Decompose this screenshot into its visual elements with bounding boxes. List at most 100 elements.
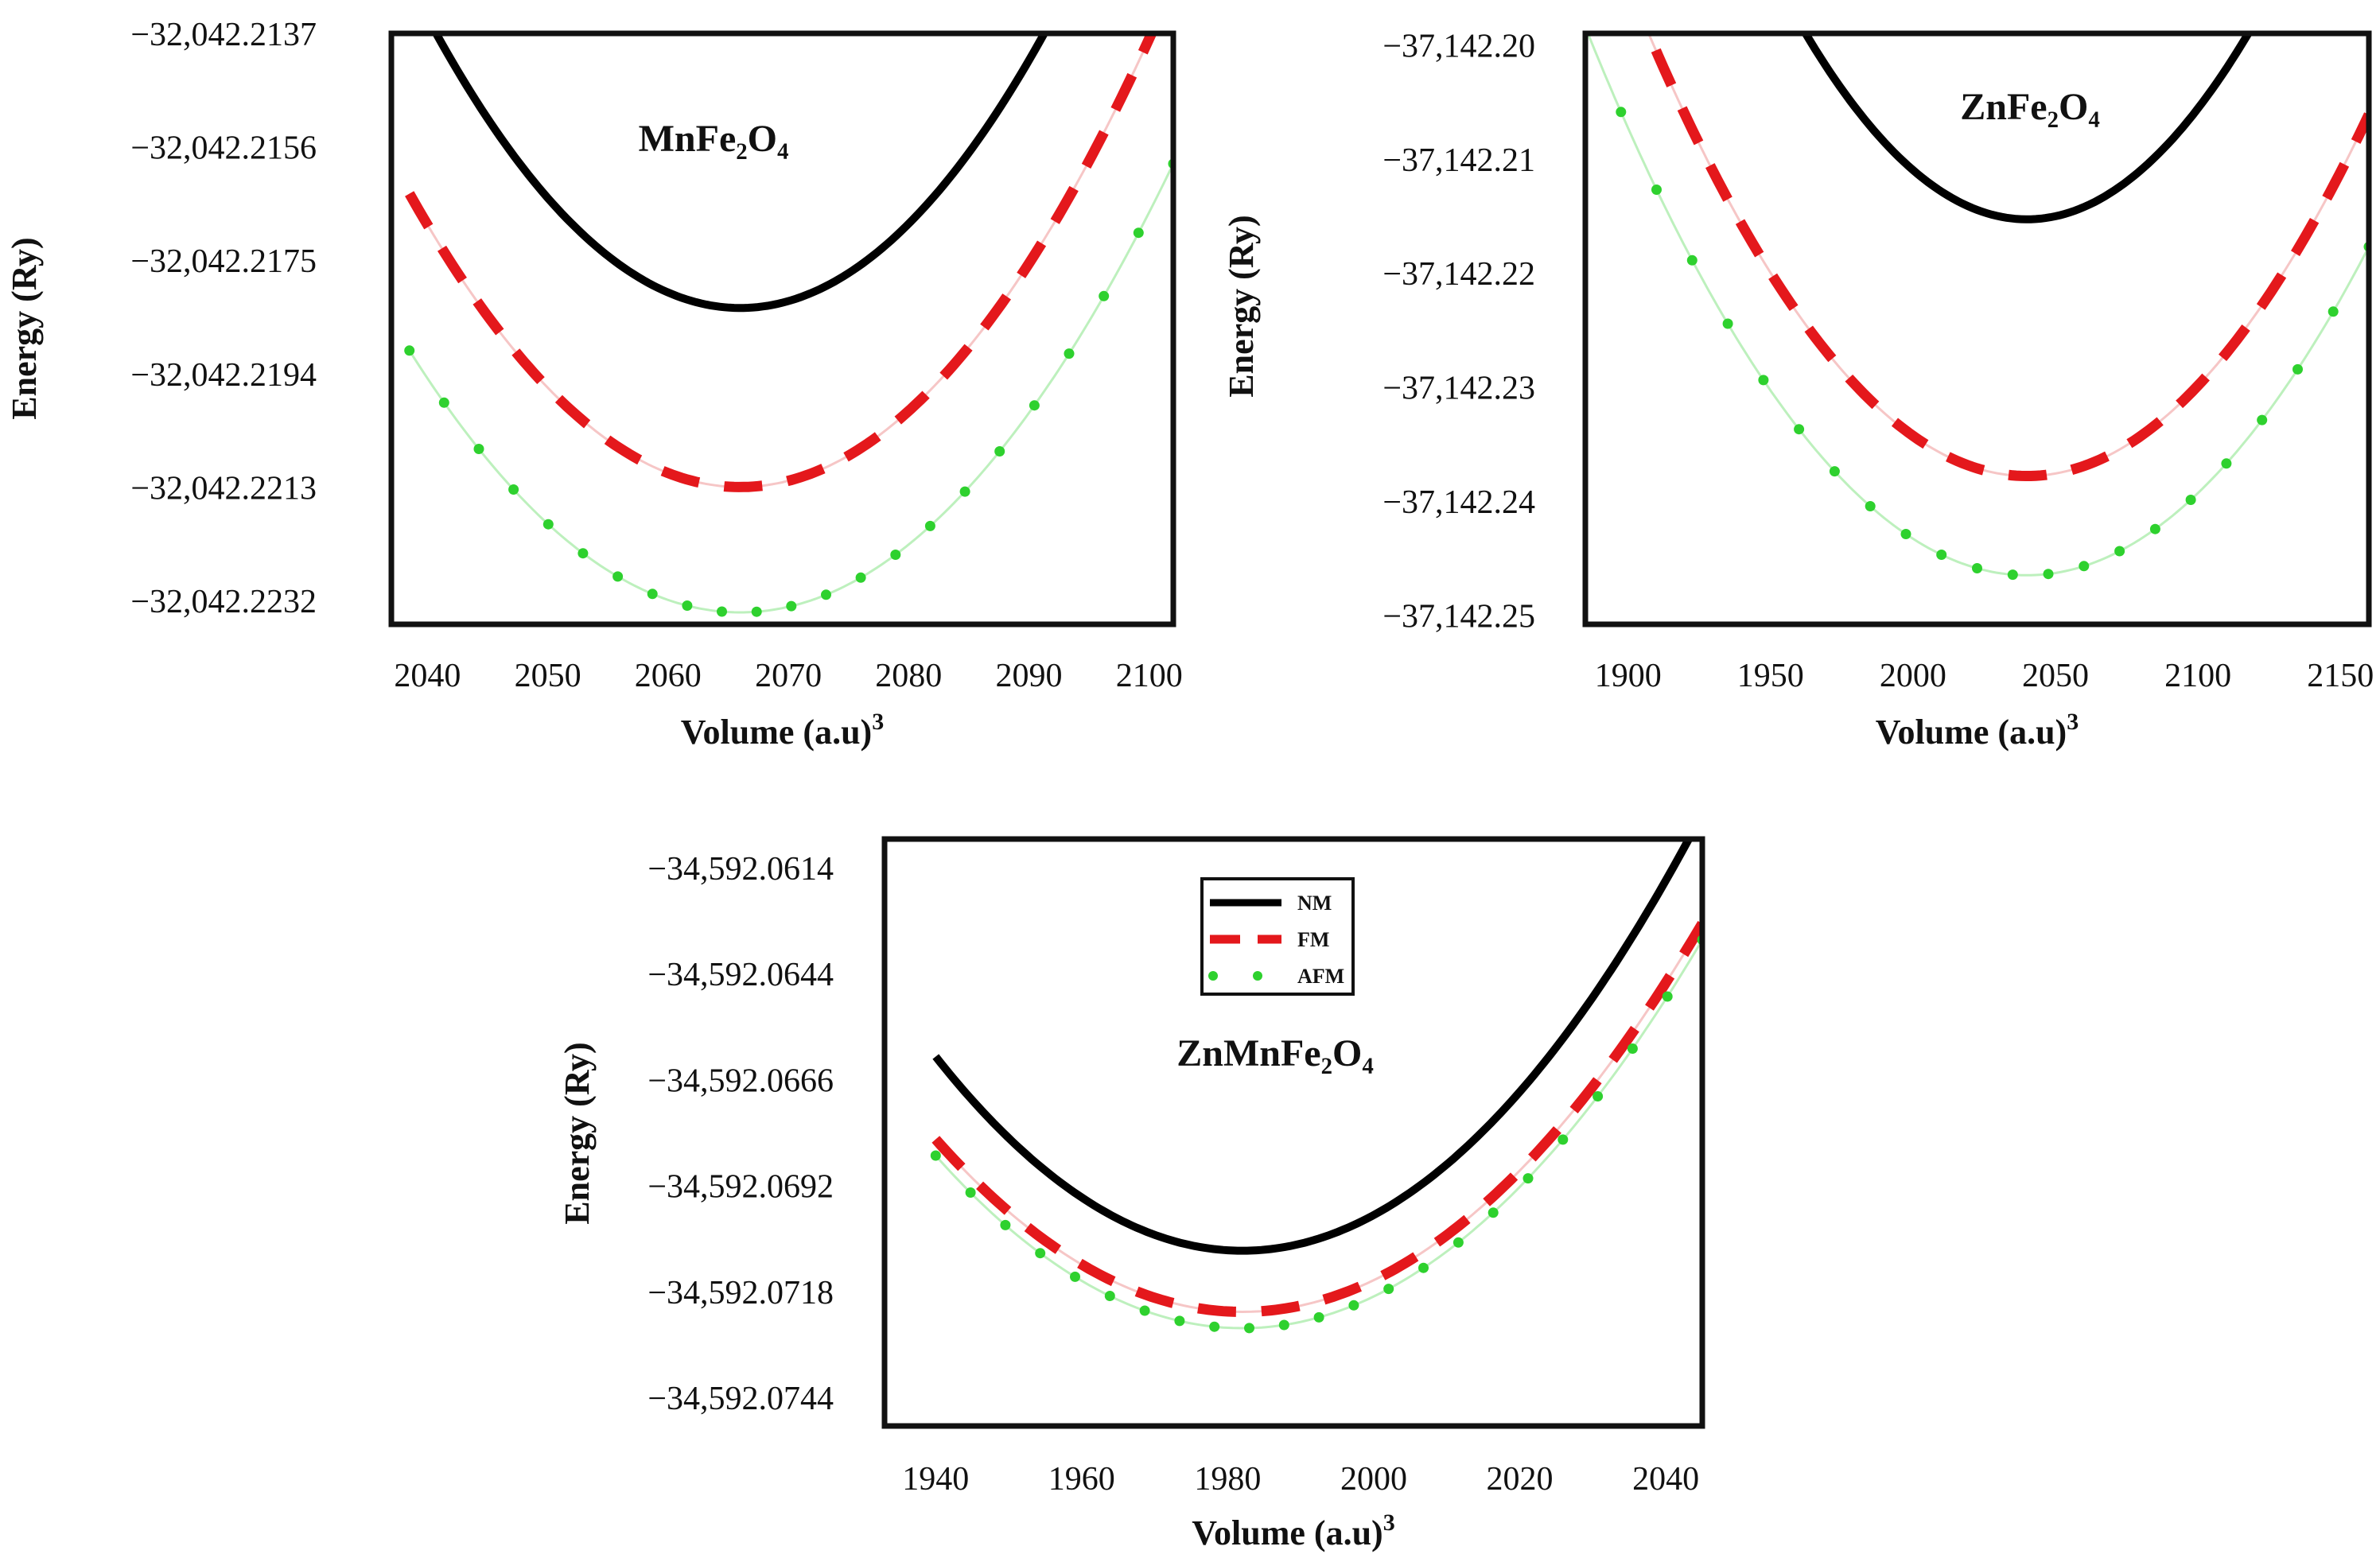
series-afm-point	[924, 520, 935, 531]
series-afm-point	[786, 600, 797, 612]
plot-area	[930, 839, 1702, 1334]
series-afm-point	[1313, 1311, 1324, 1323]
y-tick-label: −32,042.2156	[130, 130, 317, 167]
y-tick-label: −37,142.20	[1382, 28, 1535, 64]
series-afm-point	[2185, 495, 2196, 505]
series-afm-point	[1029, 400, 1040, 411]
x-tick-label: 2050	[2022, 658, 2089, 694]
series-afm-point	[2292, 363, 2303, 375]
series-afm-point	[1452, 1237, 1464, 1248]
series-fm-line	[405, 33, 1157, 492]
series-afm-guide	[408, 163, 1173, 614]
series-nm-line	[431, 33, 1049, 313]
panel-title: ZnMnFe₂O₄	[1176, 1032, 1373, 1074]
series-fm-guide	[408, 33, 1153, 488]
x-axis-label: Volume (a.u)3	[1876, 709, 2079, 752]
series-afm-point	[1972, 563, 1982, 573]
legend-afm-swatch	[1208, 971, 1218, 981]
series-afm-point	[1099, 290, 1110, 301]
series-afm-point	[1278, 1319, 1289, 1331]
plot-frame	[1582, 30, 2372, 627]
series-afm-point	[1686, 254, 1698, 266]
x-tick-label: 1960	[1048, 1461, 1115, 1498]
series-afm-point	[930, 1150, 941, 1161]
y-tick-label: −34,592.0644	[648, 957, 834, 993]
series-afm-point	[438, 397, 449, 408]
series-fm-guide	[1647, 33, 2369, 477]
series-afm-point	[959, 486, 970, 497]
y-tick-label: −37,142.24	[1382, 484, 1535, 521]
x-tick-label: 2050	[515, 658, 581, 694]
series-afm-point	[1758, 375, 1769, 386]
series-afm-point	[1900, 529, 1911, 539]
legend-label: NM	[1297, 892, 1332, 915]
x-tick-label: 2020	[1487, 1461, 1554, 1498]
series-afm-point	[1174, 1315, 1185, 1327]
series-nm-line	[1801, 33, 2254, 223]
x-tick-label: 2150	[2307, 658, 2374, 694]
series-afm-point	[1104, 1291, 1115, 1301]
series-afm-point	[2043, 569, 2054, 580]
y-tick-label: −34,592.0718	[648, 1275, 834, 1311]
series-afm-point	[1209, 1321, 1220, 1332]
panel-title: MnFe₂O₄	[639, 118, 789, 160]
y-tick-label: −32,042.2175	[130, 243, 317, 280]
x-tick-label: 2000	[1880, 658, 1946, 694]
y-tick-label: −34,592.0744	[648, 1381, 834, 1417]
series-afm-point	[473, 444, 484, 454]
series-afm-point	[1592, 1091, 1604, 1101]
x-tick-label: 1950	[1737, 658, 1804, 694]
series-fm-line	[1643, 33, 2369, 481]
y-tick-label: −37,142.21	[1382, 142, 1535, 179]
series-afm-point	[1000, 1219, 1011, 1230]
series-afm-point	[508, 484, 519, 495]
series-afm-point	[890, 550, 901, 560]
x-tick-label: 1940	[902, 1461, 969, 1498]
series-afm-point	[1829, 466, 1840, 477]
series-afm-point	[542, 519, 554, 530]
x-tick-label: 1900	[1595, 658, 1662, 694]
series-afm-point	[751, 606, 762, 617]
series-afm-point	[1348, 1300, 1359, 1311]
series-afm-point	[2257, 414, 2268, 425]
series-afm-point	[1616, 107, 1627, 118]
series-afm-point	[2079, 561, 2090, 572]
chart-panel-3: −34,592.0614 −34,592.0644 −34,592.0666 −34,…	[558, 836, 1705, 1552]
x-tick-label: 2060	[635, 658, 702, 694]
series-afm-point	[404, 345, 415, 356]
plot-frame	[388, 30, 1176, 627]
x-tick-label: 2040	[1632, 1461, 1699, 1498]
series-afm-point	[1064, 348, 1075, 359]
series-afm-point	[1662, 991, 1673, 1002]
y-tick-label: −37,142.25	[1382, 599, 1535, 635]
series-afm-point	[1383, 1284, 1394, 1295]
x-tick-label: 2070	[755, 658, 822, 694]
series-afm-point	[1070, 1271, 1080, 1282]
plot-area	[1586, 33, 2369, 581]
y-tick-label: −34,592.0666	[648, 1063, 834, 1099]
x-tick-label: 2040	[394, 658, 461, 694]
y-tick-label: −32,042.2194	[130, 357, 317, 394]
y-tick-label: −34,592.0614	[648, 851, 834, 888]
y-tick-label: −32,042.2232	[130, 584, 317, 620]
series-afm-point	[647, 589, 658, 600]
series-afm-point	[2007, 569, 2018, 581]
plot-area	[404, 33, 1173, 617]
x-tick-label: 2100	[1116, 658, 1183, 694]
x-tick-label: 2100	[2164, 658, 2231, 694]
series-afm-point	[612, 571, 624, 582]
x-tick-label: 1980	[1194, 1461, 1261, 1498]
series-afm-point	[682, 600, 693, 611]
y-tick-label: −37,142.22	[1382, 256, 1535, 293]
series-afm-point	[1488, 1207, 1499, 1218]
legend-label: AFM	[1297, 965, 1344, 988]
y-axis-label: Energy (Ry)	[1222, 215, 1261, 397]
series-afm-point	[1865, 501, 1876, 511]
series-afm-point	[717, 606, 727, 617]
series-afm-point	[1558, 1134, 1569, 1145]
chart-panel-2: −37,142.20 −37,142.21 −37,142.22 −37,142.23…	[1222, 28, 2374, 752]
legend-label: FM	[1297, 928, 1329, 951]
x-axis-label: Volume (a.u)3	[681, 709, 884, 752]
x-axis-label: Volume (a.u)3	[1192, 1509, 1394, 1552]
